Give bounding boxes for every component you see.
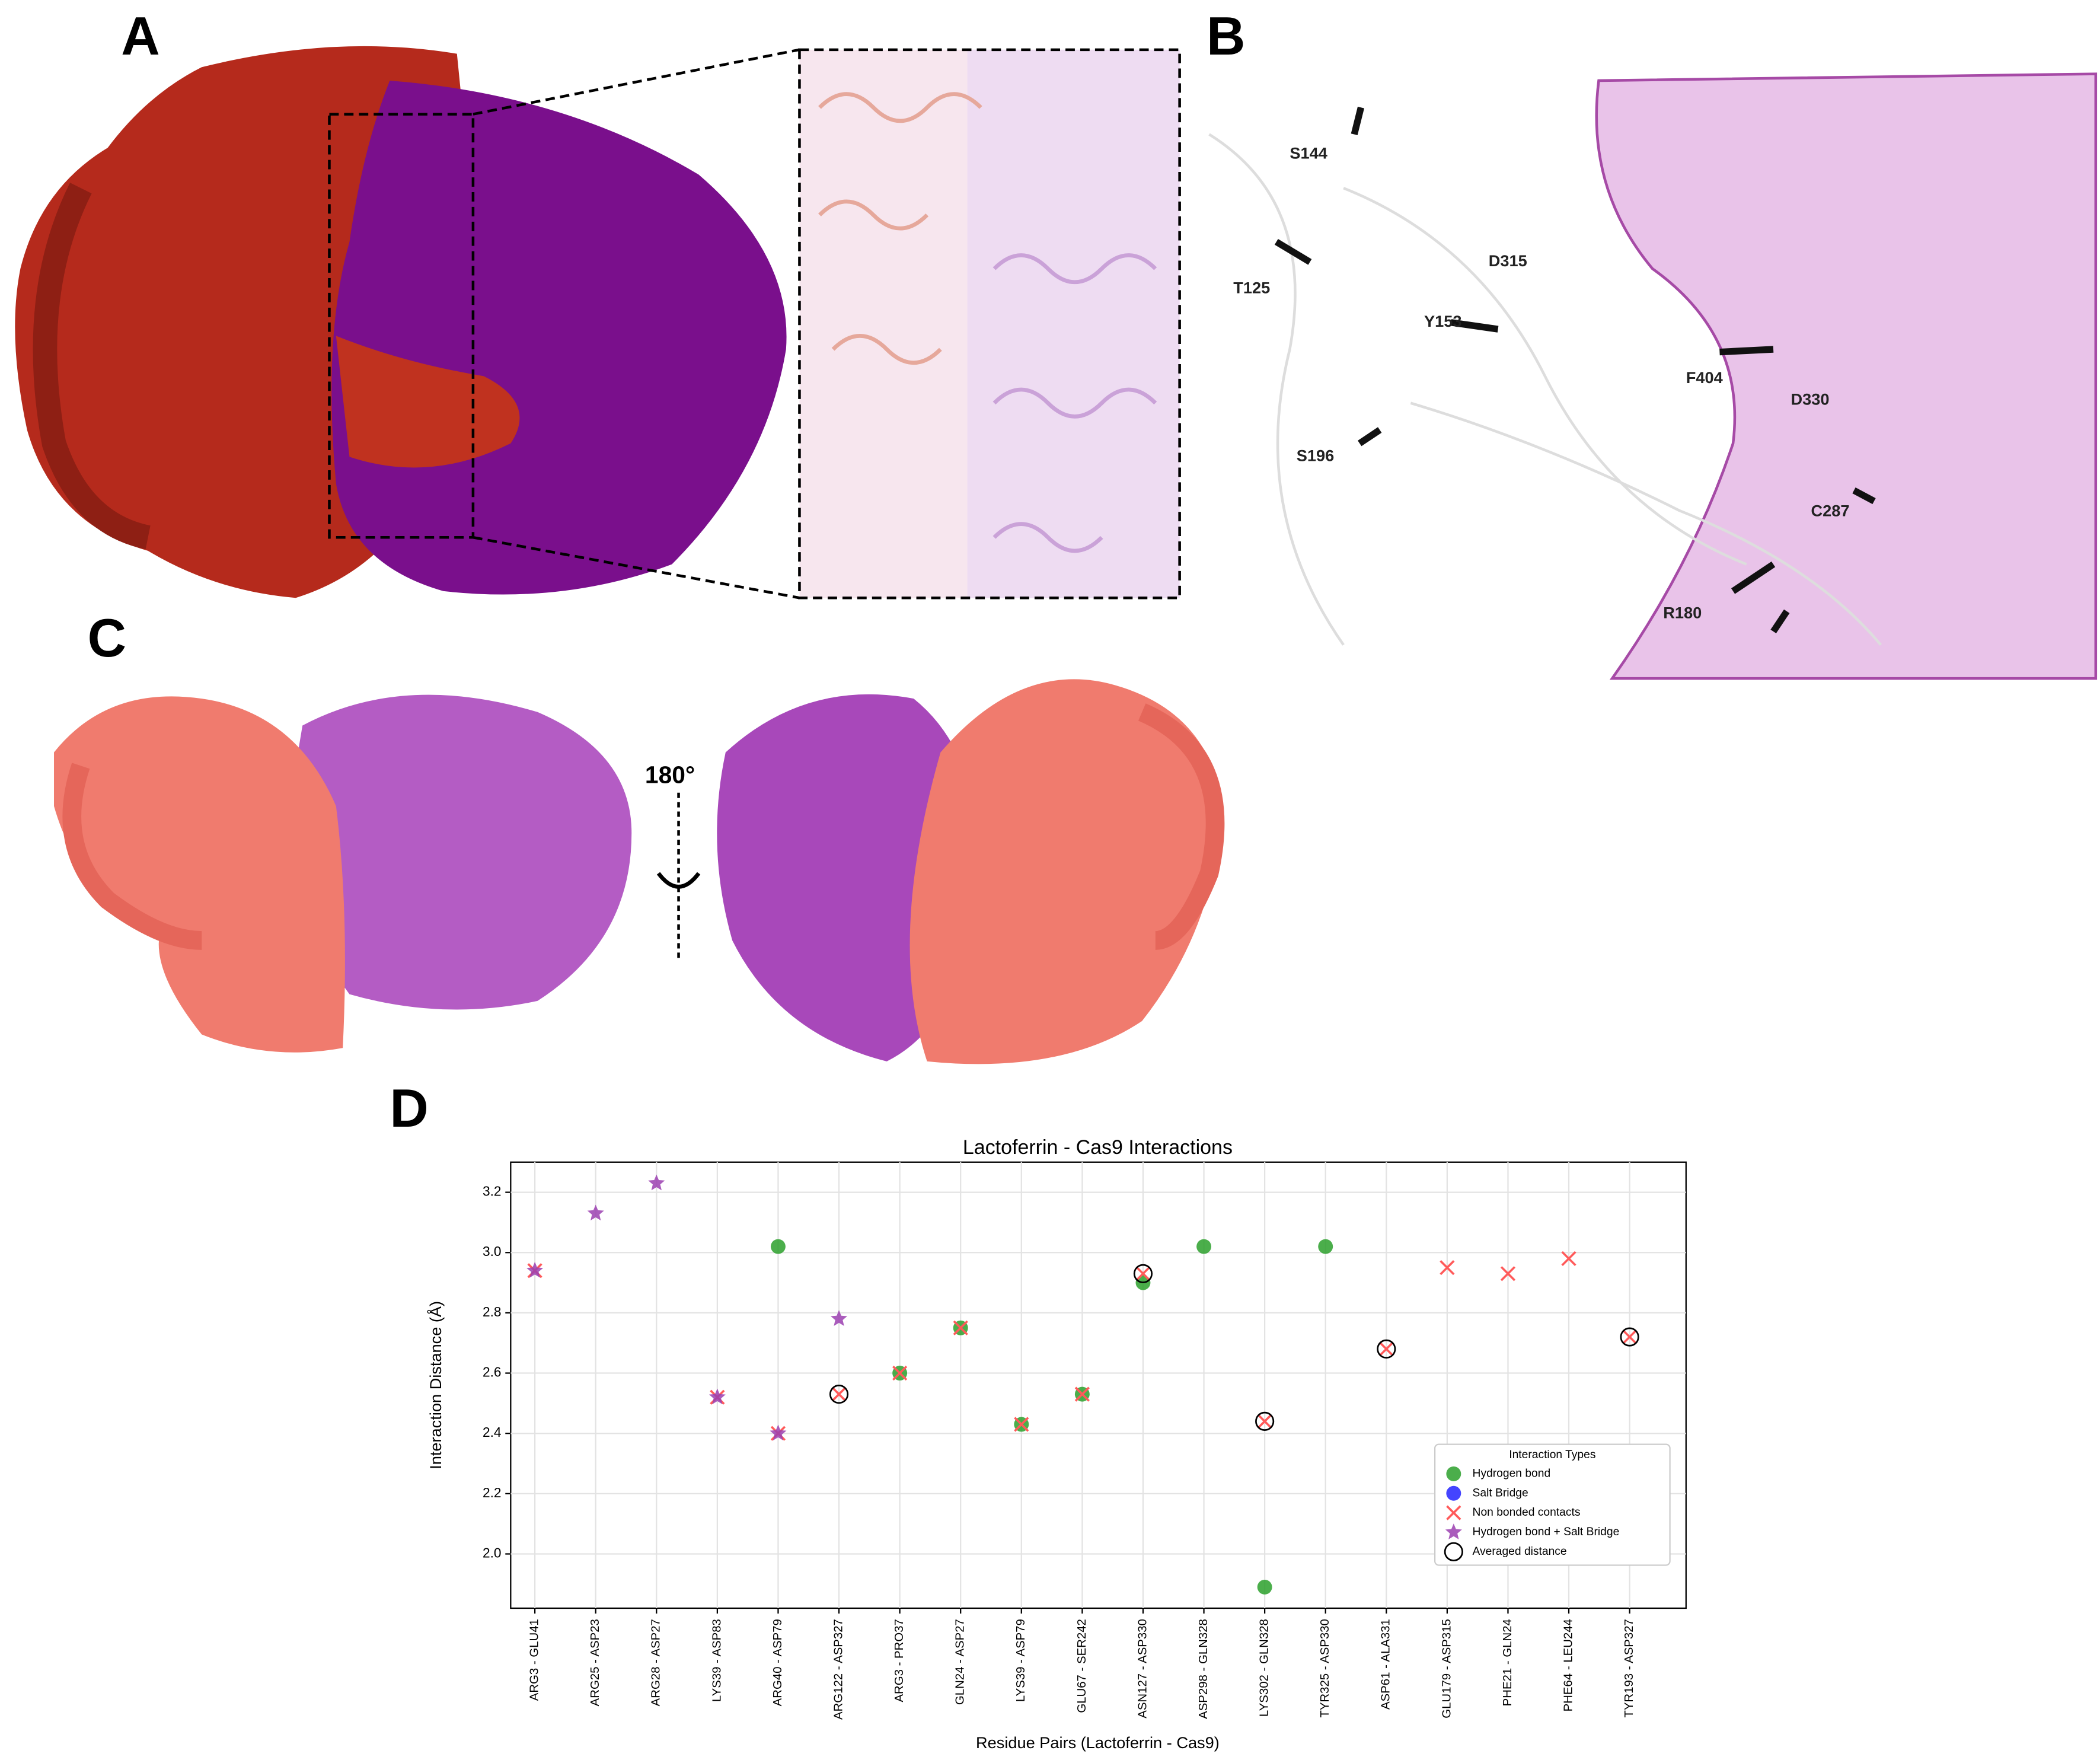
marker [1135, 1266, 1151, 1281]
marker [892, 1365, 908, 1381]
marker [1446, 1505, 1461, 1520]
marker [770, 1424, 787, 1441]
marker [1440, 1260, 1455, 1276]
marker [648, 1174, 665, 1191]
y-tick-label: 2.8 [483, 1304, 501, 1319]
marker [1257, 1579, 1272, 1595]
marker [1133, 1264, 1153, 1283]
y-tick-label: 2.0 [483, 1545, 501, 1560]
rotation-label: 180° [645, 761, 695, 788]
panel-label: B [1207, 7, 1245, 66]
residue-label: F404 [1686, 368, 1723, 387]
panel-c-art: 180° C [54, 608, 1225, 1064]
x-tick-label: ARG3 - GLU41 [528, 1619, 541, 1701]
x-tick-label: ASN127 - ASP330 [1136, 1619, 1149, 1718]
legend-label: Non bonded contacts [1473, 1506, 1581, 1519]
legend-label: Hydrogen bond + Salt Bridge [1473, 1526, 1620, 1538]
marker [1257, 1414, 1272, 1429]
panel-a-art: A [15, 7, 1181, 600]
x-tick-label: TYR325 - ASP330 [1319, 1619, 1332, 1718]
residue-label: Y153 [1424, 312, 1461, 330]
residue-label: D330 [1791, 390, 1830, 408]
legend-box [1434, 1443, 1671, 1566]
marker [831, 1386, 847, 1402]
x-axis-label: Residue Pairs (Lactoferrin - Cas9) [976, 1733, 1220, 1752]
chart-title: Lactoferrin - Cas9 Interactions [963, 1136, 1233, 1159]
x-tick-label: ARG25 - ASP23 [589, 1619, 602, 1706]
y-tick-label: 2.4 [483, 1424, 501, 1440]
x-tick-label: GLU179 - ASP315 [1440, 1619, 1453, 1718]
y-tick-label: 2.6 [483, 1364, 501, 1380]
x-tick-label: ARG3 - PRO37 [893, 1619, 906, 1702]
x-tick-label: TYR193 - ASP327 [1623, 1619, 1636, 1718]
panel-label: C [88, 608, 126, 668]
x-tick-label: LYS302 - GLN328 [1258, 1619, 1271, 1717]
legend-label: Salt Bridge [1473, 1487, 1528, 1499]
marker [1444, 1542, 1463, 1561]
x-tick-label: ARG40 - ASP79 [771, 1619, 784, 1706]
marker [1318, 1239, 1333, 1254]
x-tick-label: ASP298 - GLN328 [1197, 1619, 1210, 1719]
marker [1255, 1411, 1275, 1431]
marker [1377, 1339, 1396, 1359]
residue-label: T125 [1233, 278, 1270, 296]
marker [587, 1204, 604, 1221]
marker [1196, 1239, 1212, 1254]
marker [1561, 1251, 1576, 1267]
panel-b-art: S144 T125 D315 Y153 F404 D330 S196 C287 … [1182, 7, 2098, 680]
marker [1074, 1386, 1090, 1402]
panel-label: D [390, 1079, 428, 1139]
residue-label: S144 [1290, 144, 1327, 162]
marker [829, 1385, 849, 1404]
y-tick-label: 2.2 [483, 1485, 501, 1500]
y-tick-label: 3.2 [483, 1184, 501, 1199]
legend-label: Averaged distance [1473, 1545, 1567, 1558]
legend-label: Hydrogen bond [1473, 1467, 1551, 1480]
y-tick-label: 3.0 [483, 1244, 501, 1259]
marker [1014, 1417, 1029, 1432]
x-tick-label: GLU67 - SER242 [1075, 1619, 1089, 1713]
legend-title: Interaction Types [1509, 1449, 1595, 1461]
marker [1445, 1523, 1462, 1539]
x-tick-label: LYS39 - ASP83 [710, 1619, 723, 1702]
residue-label: C287 [1811, 501, 1849, 519]
x-tick-label: LYS39 - ASP79 [1014, 1619, 1027, 1702]
x-tick-label: ARG122 - ASP327 [832, 1619, 845, 1720]
x-tick-label: ARG28 - ASP27 [650, 1619, 663, 1706]
x-tick-label: ASP61 - ALA331 [1380, 1619, 1393, 1710]
marker [1620, 1327, 1639, 1347]
residue-label: R180 [1663, 604, 1702, 622]
y-axis-label: Interaction Distance (Å) [426, 1301, 445, 1469]
x-tick-label: GLN24 - ASP27 [954, 1619, 967, 1705]
marker [1446, 1485, 1461, 1501]
marker [1622, 1329, 1638, 1345]
x-tick-label: PHE21 - GLN24 [1501, 1619, 1514, 1706]
marker [953, 1320, 968, 1335]
marker [1500, 1266, 1516, 1281]
marker [708, 1388, 726, 1405]
residue-label: S196 [1297, 447, 1334, 465]
x-tick-label: PHE64 - LEU244 [1562, 1619, 1575, 1711]
marker [1446, 1466, 1461, 1481]
marker [1378, 1341, 1394, 1357]
chart: 2.0 2.2 2.4 2.6 2.8 3.0 3.2 ARG3 - GLU41 ARG25 -… [483, 1161, 1687, 1720]
residue-label: D315 [1489, 251, 1527, 270]
marker [526, 1262, 544, 1278]
marker [831, 1310, 848, 1326]
panel-label: A [121, 7, 159, 66]
marker [770, 1239, 786, 1254]
